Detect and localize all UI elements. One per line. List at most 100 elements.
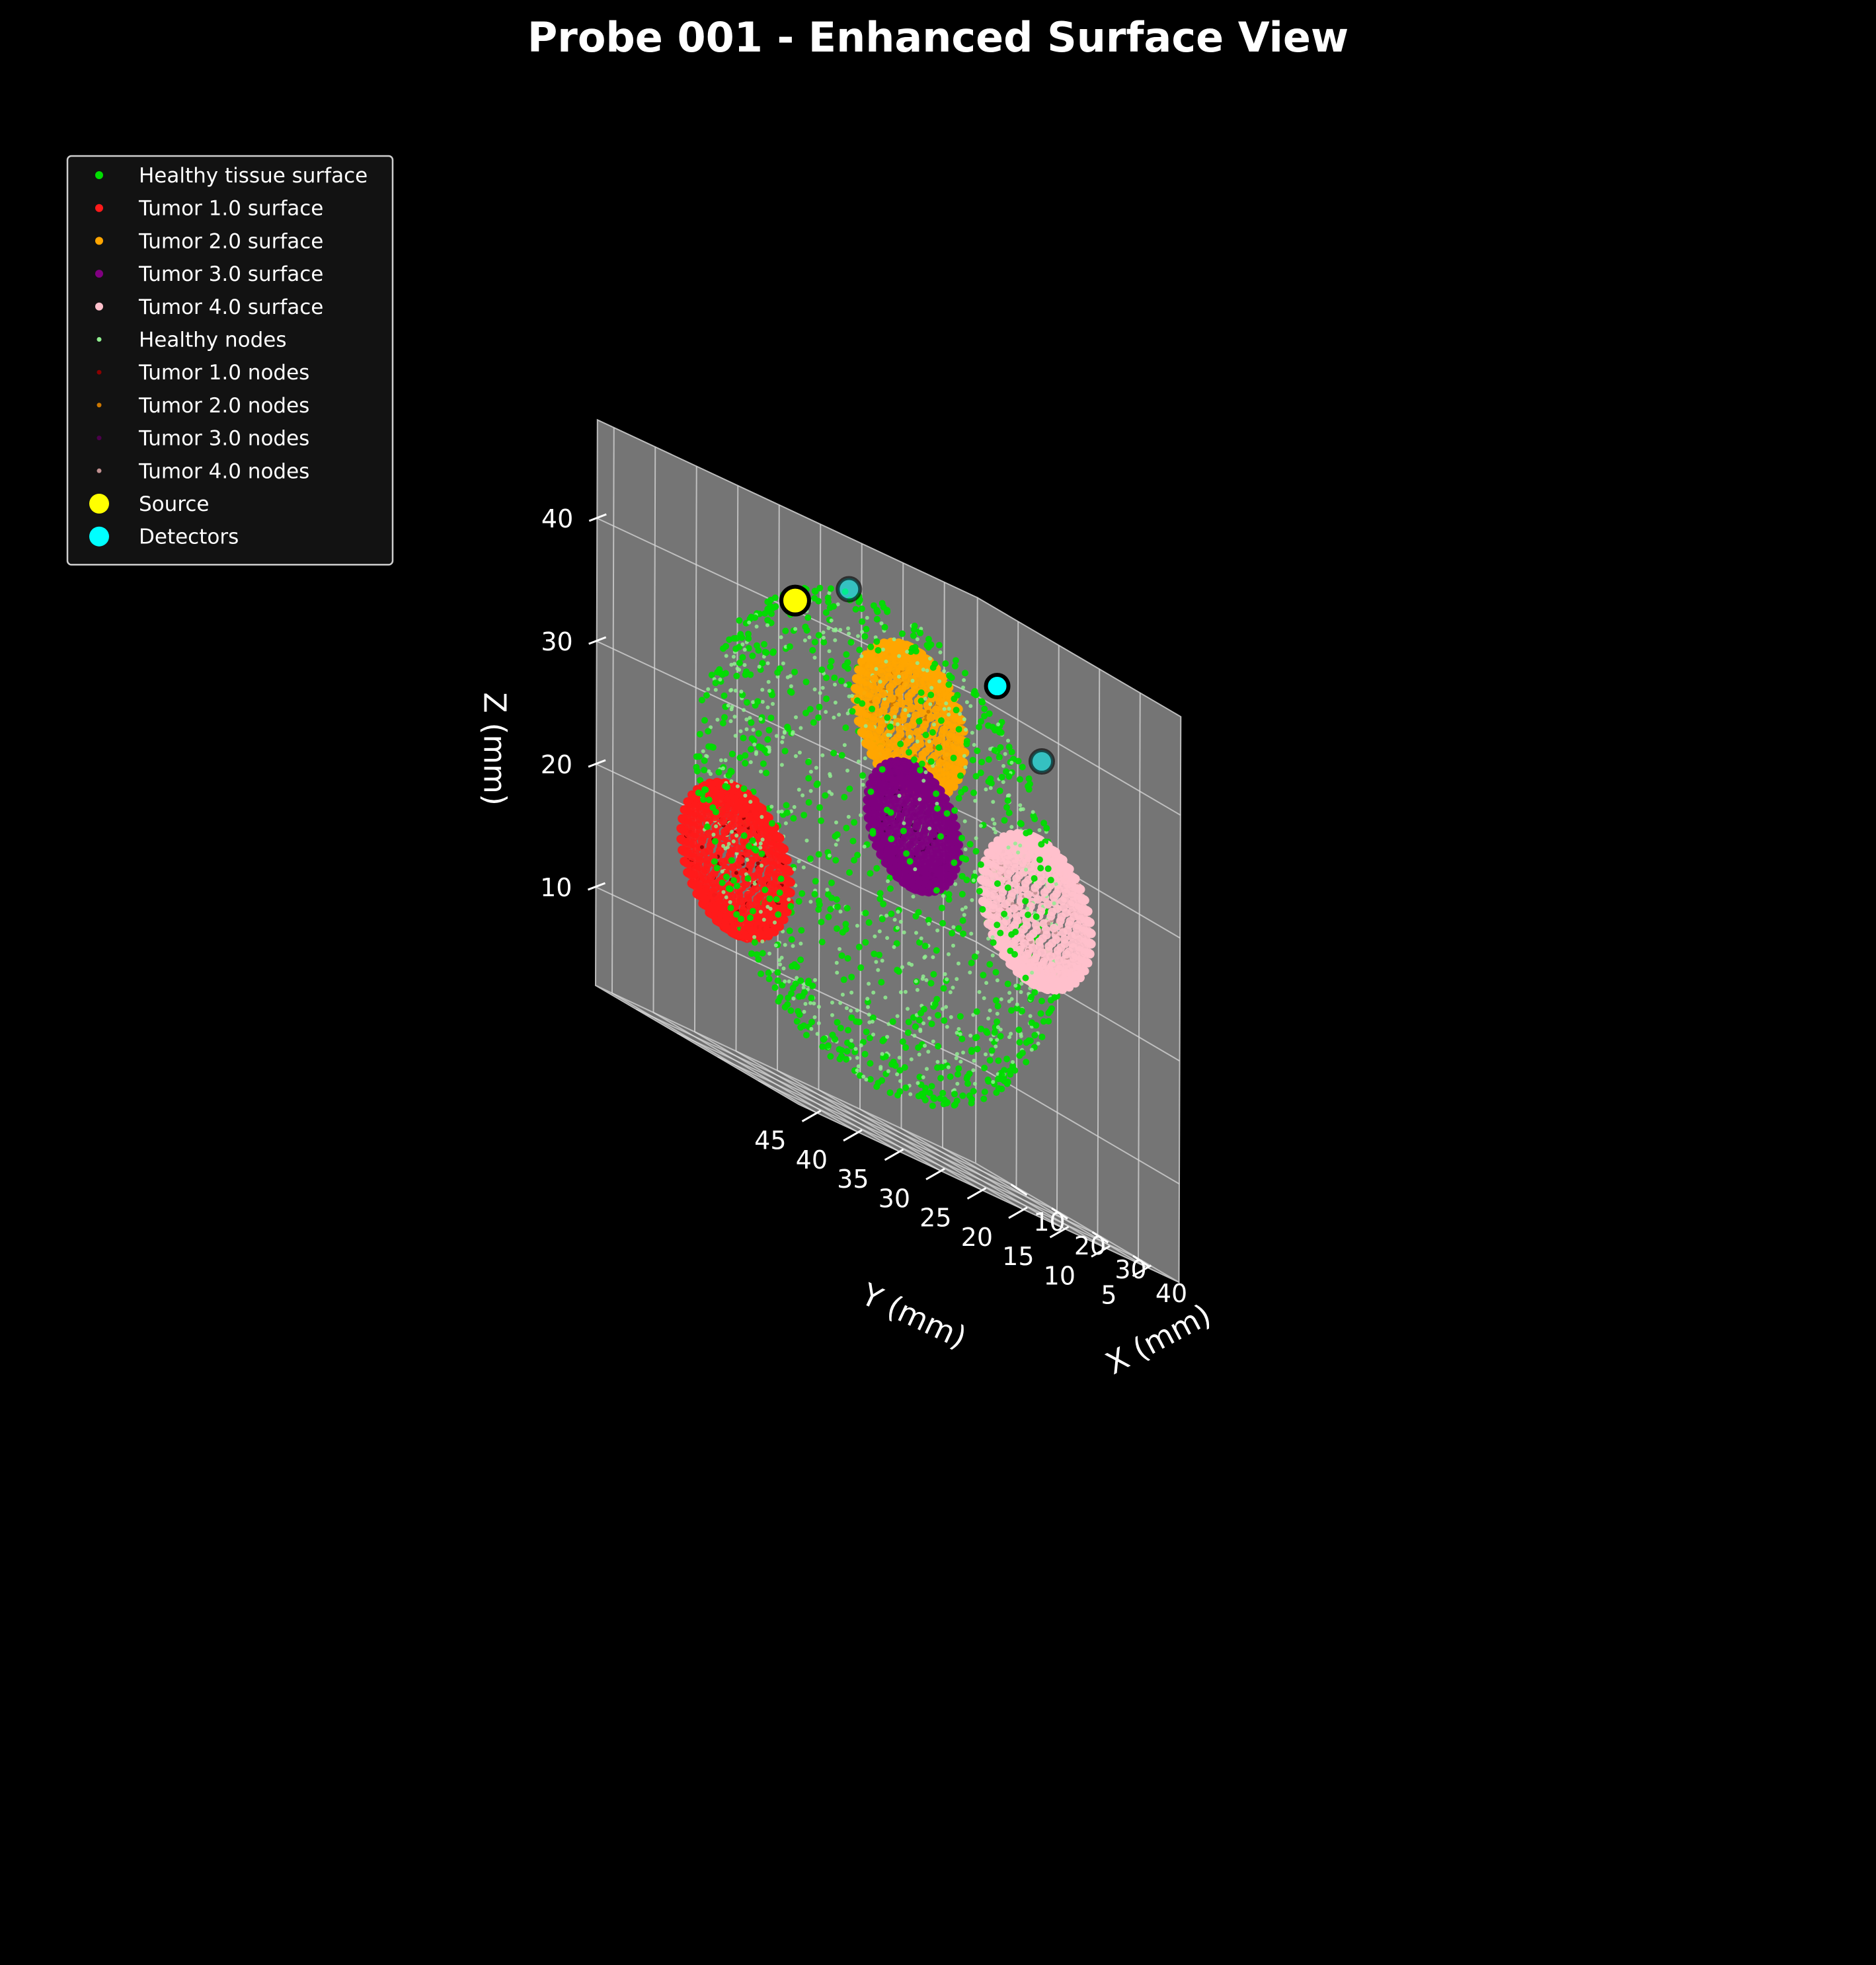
healthy-surface-point bbox=[822, 609, 830, 616]
tumor-2-surface-point bbox=[917, 709, 926, 718]
healthy-surface-point bbox=[900, 828, 907, 835]
tumor-2-surface-point bbox=[903, 722, 912, 732]
healthy-node-point bbox=[990, 935, 995, 939]
healthy-node-point bbox=[751, 728, 756, 732]
healthy-surface-point bbox=[809, 982, 816, 989]
healthy-surface-point bbox=[915, 909, 922, 916]
y-tick-label: 20 bbox=[961, 1223, 993, 1252]
healthy-node-point bbox=[931, 955, 935, 960]
tumor-2-surface-point bbox=[935, 758, 945, 767]
healthy-node-point bbox=[892, 637, 896, 642]
healthy-surface-point bbox=[869, 1014, 877, 1021]
tumor-4-surface-point bbox=[1077, 905, 1087, 914]
healthy-surface-point bbox=[703, 823, 711, 830]
healthy-node-point bbox=[874, 960, 879, 964]
healthy-surface-point bbox=[827, 663, 834, 670]
healthy-surface-point bbox=[947, 1073, 954, 1080]
healthy-surface-point bbox=[822, 792, 829, 799]
healthy-surface-point bbox=[968, 959, 975, 966]
tumor-2-surface-point bbox=[941, 740, 950, 750]
tumor-2-surface-point bbox=[884, 744, 894, 752]
healthy-node-point bbox=[781, 661, 785, 666]
tumor-4-surface-point bbox=[1029, 943, 1038, 952]
healthy-surface-point bbox=[1013, 1005, 1021, 1012]
tumor-4-surface-point bbox=[1018, 858, 1027, 867]
healthy-node-point bbox=[832, 715, 836, 720]
legend-marker bbox=[97, 369, 102, 375]
y-tick-label: 45 bbox=[754, 1126, 786, 1155]
healthy-node-point bbox=[990, 817, 995, 822]
healthy-surface-point bbox=[721, 692, 728, 699]
healthy-node-point bbox=[729, 707, 734, 712]
healthy-surface-point bbox=[958, 835, 965, 841]
tumor-1-surface-point bbox=[703, 808, 712, 818]
healthy-node-point bbox=[978, 824, 983, 828]
healthy-node-point bbox=[779, 763, 784, 767]
healthy-surface-point bbox=[873, 638, 880, 645]
healthy-node-point bbox=[962, 678, 966, 682]
tumor-4-surface-point bbox=[1054, 885, 1063, 894]
healthy-surface-point bbox=[925, 917, 932, 924]
legend-label: Tumor 4.0 surface bbox=[138, 295, 323, 319]
healthy-node-point bbox=[807, 635, 812, 640]
healthy-surface-point bbox=[910, 756, 918, 763]
probe-markers bbox=[779, 576, 1055, 775]
healthy-node-point bbox=[828, 774, 832, 779]
healthy-node-point bbox=[915, 739, 919, 744]
tumor-1-surface-point bbox=[742, 819, 751, 828]
healthy-surface-point bbox=[955, 1065, 962, 1072]
healthy-node-point bbox=[820, 685, 825, 690]
healthy-surface-point bbox=[843, 1048, 851, 1055]
healthy-node-point bbox=[1031, 810, 1035, 814]
healthy-node-point bbox=[947, 707, 951, 711]
healthy-node-point bbox=[812, 1015, 817, 1019]
healthy-node-point bbox=[969, 931, 974, 936]
tumor-1-surface-point bbox=[742, 849, 752, 858]
healthy-surface-point bbox=[918, 697, 925, 705]
tumor-1-surface-point bbox=[707, 890, 717, 900]
healthy-node-point bbox=[921, 1075, 925, 1079]
healthy-node-point bbox=[1054, 882, 1058, 886]
healthy-surface-point bbox=[949, 929, 956, 937]
healthy-surface-point bbox=[838, 952, 845, 959]
healthy-node-point bbox=[941, 894, 945, 898]
healthy-node-point bbox=[783, 979, 787, 983]
tumor-4-surface-point bbox=[999, 919, 1009, 928]
y-tick-mark bbox=[1091, 1245, 1111, 1258]
healthy-node-point bbox=[731, 654, 736, 659]
healthy-node-point bbox=[742, 663, 747, 668]
healthy-surface-point bbox=[851, 819, 858, 826]
healthy-surface-point bbox=[846, 869, 853, 876]
legend-marker bbox=[89, 526, 109, 547]
healthy-surface-point bbox=[994, 880, 1001, 887]
tumor-1-surface-point bbox=[699, 868, 708, 877]
y-tick-mark bbox=[843, 1129, 863, 1142]
healthy-node-point bbox=[773, 943, 778, 948]
healthy-node-point bbox=[701, 749, 705, 753]
healthy-node-point bbox=[992, 822, 997, 826]
healthy-surface-point bbox=[748, 950, 755, 957]
healthy-surface-point bbox=[991, 747, 998, 754]
healthy-surface-point bbox=[825, 913, 832, 921]
healthy-surface-point bbox=[862, 909, 869, 917]
healthy-node-point bbox=[747, 620, 752, 625]
healthy-surface-point bbox=[902, 1084, 910, 1091]
tumor-1-surface-point bbox=[773, 842, 782, 851]
healthy-node-point bbox=[1019, 982, 1024, 986]
tumor-4-surface-point bbox=[1032, 926, 1041, 935]
grid-line-y-floor bbox=[859, 1108, 1064, 1229]
healthy-surface-point bbox=[793, 964, 801, 970]
tumor-3-surface-point bbox=[886, 800, 895, 809]
tumor-4-surface-point bbox=[1068, 943, 1077, 952]
healthy-node-point bbox=[783, 821, 788, 826]
healthy-node-point bbox=[919, 936, 923, 941]
healthy-surface-point bbox=[1005, 744, 1013, 751]
tumor-4-surface-point bbox=[992, 915, 1001, 925]
tumor-2-surface-point bbox=[945, 781, 954, 790]
tumor-2-surface-point bbox=[870, 685, 879, 694]
tumor-3-surface-point bbox=[893, 804, 902, 813]
healthy-node-point bbox=[816, 1021, 821, 1026]
healthy-surface-point bbox=[859, 618, 866, 625]
healthy-surface-point bbox=[912, 1023, 919, 1030]
healthy-node-point bbox=[879, 621, 884, 626]
